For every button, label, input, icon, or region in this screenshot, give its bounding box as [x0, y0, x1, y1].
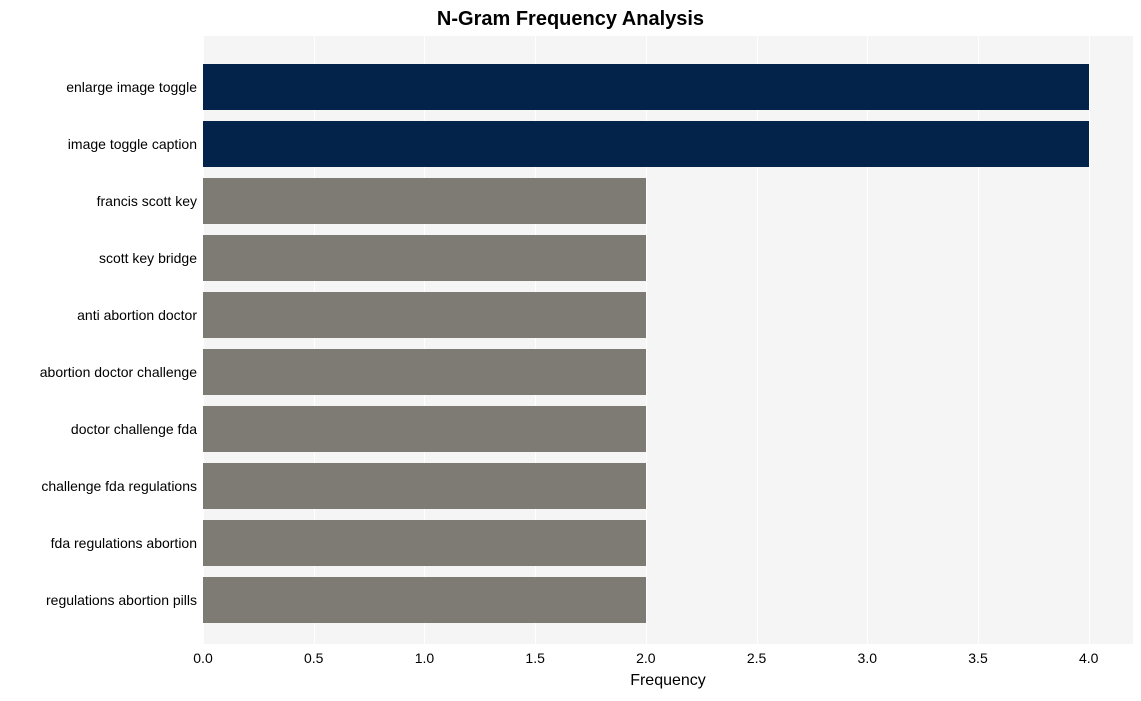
bar-row [203, 235, 646, 281]
bar [203, 349, 646, 395]
ngram-frequency-chart: N-Gram Frequency Analysis Frequency 0.00… [0, 0, 1141, 701]
bar-row [203, 463, 646, 509]
y-tick-label: francis scott key [97, 193, 203, 209]
bar-row [203, 349, 646, 395]
bar [203, 406, 646, 452]
y-tick-label: image toggle caption [68, 136, 203, 152]
x-tick-label: 3.5 [968, 644, 987, 666]
bar-row [203, 292, 646, 338]
x-tick-label: 0.0 [193, 644, 212, 666]
plot-area: Frequency 0.00.51.01.52.02.53.03.54.0enl… [203, 36, 1133, 644]
bar-row [203, 121, 1089, 167]
gridline [1089, 36, 1090, 644]
bar [203, 577, 646, 623]
y-tick-label: challenge fda regulations [41, 478, 203, 494]
y-tick-label: enlarge image toggle [66, 79, 203, 95]
bar-row [203, 577, 646, 623]
bar-row [203, 64, 1089, 110]
bar-row [203, 178, 646, 224]
x-tick-label: 3.0 [858, 644, 877, 666]
y-tick-label: scott key bridge [99, 250, 203, 266]
bar-row [203, 406, 646, 452]
bar [203, 235, 646, 281]
bar [203, 520, 646, 566]
chart-title: N-Gram Frequency Analysis [0, 8, 1141, 31]
x-tick-label: 2.0 [636, 644, 655, 666]
y-tick-label: fda regulations abortion [51, 535, 203, 551]
x-tick-label: 4.0 [1079, 644, 1098, 666]
y-tick-label: regulations abortion pills [46, 592, 203, 608]
bar-row [203, 520, 646, 566]
bar [203, 292, 646, 338]
bar [203, 121, 1089, 167]
bar [203, 178, 646, 224]
bar [203, 64, 1089, 110]
bar [203, 463, 646, 509]
y-tick-label: anti abortion doctor [77, 307, 203, 323]
x-tick-label: 1.0 [415, 644, 434, 666]
x-axis-label: Frequency [203, 672, 1133, 690]
x-tick-label: 2.5 [747, 644, 766, 666]
x-tick-label: 1.5 [525, 644, 544, 666]
y-tick-label: doctor challenge fda [71, 421, 203, 437]
x-tick-label: 0.5 [304, 644, 323, 666]
y-tick-label: abortion doctor challenge [40, 364, 203, 380]
